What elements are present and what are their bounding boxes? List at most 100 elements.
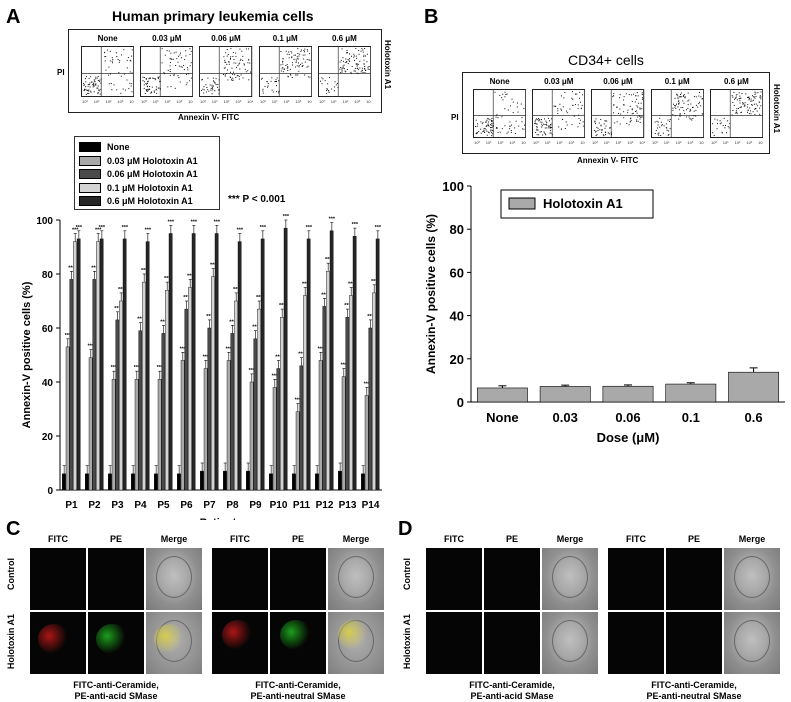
bar bbox=[280, 316, 284, 491]
significance-label: *** bbox=[295, 398, 302, 404]
bar bbox=[230, 333, 235, 491]
bar bbox=[322, 306, 327, 491]
significance-label: *** bbox=[318, 346, 325, 352]
micrograph-tile bbox=[212, 612, 268, 674]
significance-label: *** bbox=[210, 263, 217, 269]
x-tick-label: 0.1 bbox=[682, 410, 700, 425]
column-label: Merge bbox=[556, 534, 584, 544]
legend-swatch bbox=[508, 197, 536, 210]
bar bbox=[157, 379, 162, 491]
significance-label: *** bbox=[68, 265, 75, 271]
y-axis-label: Annexin-V positive cells (%) bbox=[21, 281, 33, 428]
panel-b-letter: B bbox=[424, 6, 439, 28]
column-label: FITC bbox=[444, 534, 464, 544]
legend-swatch bbox=[79, 169, 101, 179]
svg-text:10¹: 10¹ bbox=[663, 140, 669, 145]
bar bbox=[318, 360, 323, 491]
significance-label: *** bbox=[256, 295, 263, 301]
svg-text:10⁴: 10⁴ bbox=[307, 99, 312, 104]
legend-item: None bbox=[79, 141, 130, 153]
svg-text:10¹: 10¹ bbox=[545, 140, 551, 145]
micrograph-tile bbox=[270, 548, 326, 610]
panel-b-flow-label: 0.6 μM bbox=[723, 77, 749, 86]
bar bbox=[269, 473, 273, 491]
bar bbox=[108, 473, 112, 491]
significance-label: *** bbox=[321, 292, 328, 298]
significance-label: *** bbox=[95, 228, 102, 234]
significance-label: *** bbox=[371, 279, 378, 285]
bar bbox=[154, 473, 158, 491]
bar bbox=[602, 385, 654, 403]
bar bbox=[476, 387, 528, 403]
bar bbox=[180, 360, 185, 491]
significance-label: *** bbox=[229, 319, 236, 325]
significance-label: *** bbox=[203, 354, 210, 360]
micrograph-tile bbox=[328, 548, 384, 610]
column-label: Merge bbox=[738, 534, 766, 544]
svg-text:10³: 10³ bbox=[117, 99, 123, 104]
micrograph-tile bbox=[30, 612, 86, 674]
bar bbox=[138, 330, 143, 491]
bar bbox=[253, 338, 258, 491]
panel-b-chart: 0 20 40 60 80 100 Annexin-V positive cells (%)… bbox=[424, 179, 785, 445]
flow-dots bbox=[534, 91, 585, 136]
significance-label: *** bbox=[187, 273, 194, 279]
significance-label: *** bbox=[160, 319, 167, 325]
bar bbox=[131, 473, 135, 491]
significance-label: *** bbox=[72, 228, 79, 234]
panel-b-flow-plot: 10⁰ 10¹ 10² 10³ 10⁴ bbox=[650, 89, 704, 145]
legend-item: 0.06 μM Holotoxin A1 bbox=[79, 168, 198, 180]
panel-a-flow-side: Holotoxin A1 bbox=[383, 40, 392, 90]
caption-line: PE-anti-neutral SMase bbox=[250, 691, 346, 701]
y-tick-label: 60 bbox=[42, 324, 54, 335]
panel-b-title: CD34+ cells bbox=[568, 52, 644, 68]
bar bbox=[214, 233, 219, 491]
caption-line: FITC-anti-Ceramide, bbox=[73, 680, 159, 690]
bar bbox=[246, 470, 250, 491]
row-label: Control bbox=[402, 558, 412, 590]
svg-text:10²: 10² bbox=[342, 99, 348, 104]
legend-label: 0.1 μM Holotoxin A1 bbox=[107, 182, 193, 193]
y-tick-label: 20 bbox=[42, 432, 54, 443]
bar bbox=[364, 395, 369, 491]
panel-c-letter: C bbox=[6, 518, 21, 540]
x-tick-label: P5 bbox=[157, 500, 170, 511]
legend-item: 0.6 μM Holotoxin A1 bbox=[79, 195, 193, 207]
panel-d-letter: D bbox=[398, 518, 413, 540]
bar bbox=[665, 383, 717, 403]
x-tick-label: P1 bbox=[65, 500, 78, 511]
svg-text:10³: 10³ bbox=[687, 140, 693, 145]
significance-label: *** bbox=[118, 287, 125, 293]
significance-label: *** bbox=[168, 219, 175, 225]
panel-c-micrographs: Control Holotoxin A1 FITC PE Merge FITC-anti-… bbox=[0, 530, 400, 701]
column-label: PE bbox=[109, 534, 122, 544]
y-tick-label: 100 bbox=[442, 179, 464, 194]
legend-label: Holotoxin A1 bbox=[543, 196, 623, 211]
svg-text:10¹: 10¹ bbox=[94, 99, 100, 104]
x-tick-label: P12 bbox=[316, 500, 334, 511]
micrograph-tile bbox=[484, 548, 540, 610]
svg-text:10³: 10³ bbox=[628, 140, 634, 145]
panel-a-flow-plot: 10⁰ 10¹ 10² 10³ 10⁴ bbox=[81, 46, 135, 104]
svg-text:10¹: 10¹ bbox=[212, 99, 218, 104]
bar bbox=[223, 470, 227, 491]
significance-label: *** bbox=[364, 381, 371, 387]
caption-line: PE-anti-acid SMase bbox=[74, 691, 158, 701]
significance-label: *** bbox=[180, 346, 187, 352]
panel-a-pvalue: *** P < 0.001 bbox=[228, 194, 286, 205]
bar bbox=[349, 295, 353, 491]
micrograph-tile bbox=[542, 548, 598, 610]
panel-a-flow-label: None bbox=[97, 34, 118, 43]
column-label: FITC bbox=[230, 534, 250, 544]
x-tick-label: P13 bbox=[339, 500, 357, 511]
legend-swatch bbox=[79, 142, 101, 152]
x-axis-label: Dose (μM) bbox=[597, 430, 660, 445]
panel-a-title: Human primary leukemia cells bbox=[112, 8, 314, 24]
row-label: Holotoxin A1 bbox=[402, 614, 412, 670]
significance-label: *** bbox=[302, 282, 309, 288]
x-tick-label: 0.6 bbox=[745, 410, 763, 425]
legend-label: 0.03 μM Holotoxin A1 bbox=[107, 155, 198, 166]
significance-label: *** bbox=[233, 287, 240, 293]
significance-label: *** bbox=[91, 265, 98, 271]
significance-label: *** bbox=[206, 314, 213, 320]
